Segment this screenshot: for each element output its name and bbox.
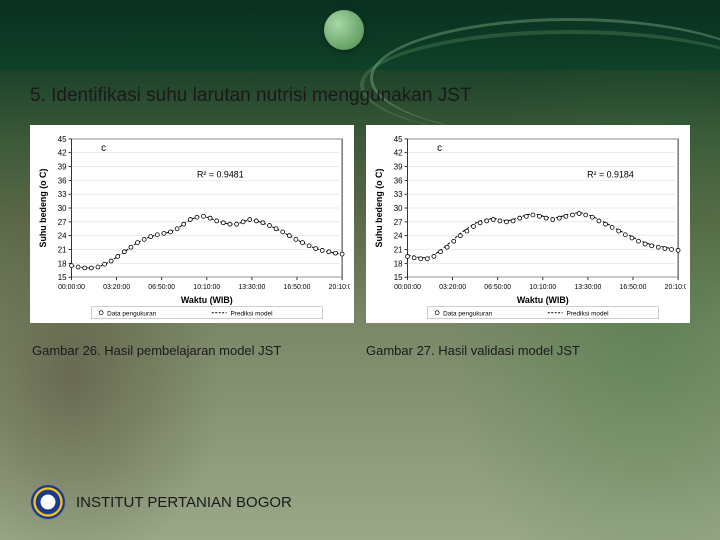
svg-text:27: 27 — [58, 218, 67, 227]
chart-left-svg: 15 18 21 24 27 30 33 36 39 42 45 00:00:00 03:20:00 06… — [34, 131, 350, 319]
svg-text:Waktu (WIB): Waktu (WIB) — [517, 295, 569, 305]
section-title: 5. Identifikasi suhu larutan nutrisi men… — [30, 85, 690, 107]
svg-text:21: 21 — [58, 245, 67, 254]
svg-text:Data pengukuran: Data pengukuran — [107, 311, 157, 318]
svg-text:Prediksi model: Prediksi model — [567, 311, 609, 318]
svg-text:18: 18 — [394, 259, 403, 268]
charts-row: 15 18 21 24 27 30 33 36 39 42 45 00:00:00 03:20:00 06… — [30, 125, 690, 323]
svg-text:42: 42 — [58, 149, 67, 158]
chart-right-caption: Gambar 27. Hasil validasi model JST — [366, 343, 690, 358]
svg-text:30: 30 — [394, 204, 403, 213]
chart-left-caption: Gambar 26. Hasil pembelajaran model JST — [32, 343, 354, 358]
svg-text:18: 18 — [58, 259, 67, 268]
svg-text:13:30:00: 13:30:00 — [238, 284, 265, 291]
svg-text:36: 36 — [394, 176, 403, 185]
svg-text:36: 36 — [58, 176, 67, 185]
svg-text:c: c — [437, 143, 442, 154]
svg-text:Suhu bedeng (o C): Suhu bedeng (o C) — [374, 169, 384, 248]
svg-text:20:10:00: 20:10:00 — [329, 284, 350, 291]
svg-text:21: 21 — [394, 245, 403, 254]
svg-text:Suhu bedeng (o C): Suhu bedeng (o C) — [38, 169, 48, 248]
slide-content: 5. Identifikasi suhu larutan nutrisi men… — [30, 85, 690, 358]
header-circle-decoration — [324, 10, 364, 50]
svg-text:15: 15 — [394, 273, 403, 282]
svg-text:33: 33 — [58, 190, 67, 199]
svg-text:00:00:00: 00:00:00 — [394, 284, 421, 291]
svg-text:03:20:00: 03:20:00 — [439, 284, 466, 291]
svg-text:R² = 0.9481: R² = 0.9481 — [197, 170, 244, 180]
ipb-logo-icon — [30, 484, 66, 520]
footer: INSTITUT PERTANIAN BOGOR — [30, 484, 292, 520]
svg-text:24: 24 — [394, 232, 403, 241]
svg-text:24: 24 — [58, 232, 67, 241]
svg-text:16:50:00: 16:50:00 — [620, 284, 647, 291]
svg-text:10:10:00: 10:10:00 — [193, 284, 220, 291]
svg-text:00:00:00: 00:00:00 — [58, 284, 85, 291]
svg-text:10:10:00: 10:10:00 — [529, 284, 556, 291]
svg-text:33: 33 — [394, 190, 403, 199]
svg-text:13:30:00: 13:30:00 — [574, 284, 601, 291]
svg-text:15: 15 — [58, 273, 67, 282]
svg-text:42: 42 — [394, 149, 403, 158]
svg-text:39: 39 — [58, 163, 67, 172]
svg-text:R² = 0.9184: R² = 0.9184 — [587, 170, 634, 180]
svg-text:Data pengukuran: Data pengukuran — [443, 311, 493, 318]
chart-right-panel: 15 18 21 24 27 30 33 36 39 42 45 00:00:00 03:20:00 06… — [366, 125, 690, 323]
svg-text:Waktu (WIB): Waktu (WIB) — [181, 295, 233, 305]
svg-text:45: 45 — [58, 135, 67, 144]
svg-text:30: 30 — [58, 204, 67, 213]
svg-text:06:50:00: 06:50:00 — [484, 284, 511, 291]
svg-text:45: 45 — [394, 135, 403, 144]
svg-text:39: 39 — [394, 163, 403, 172]
chart-left-panel: 15 18 21 24 27 30 33 36 39 42 45 00:00:00 03:20:00 06… — [30, 125, 354, 323]
svg-text:27: 27 — [394, 218, 403, 227]
svg-text:Prediksi model: Prediksi model — [231, 311, 273, 318]
captions-row: Gambar 26. Hasil pembelajaran model JST … — [30, 323, 690, 358]
svg-text:03:20:00: 03:20:00 — [103, 284, 130, 291]
footer-institution: INSTITUT PERTANIAN BOGOR — [76, 494, 292, 511]
svg-text:16:50:00: 16:50:00 — [284, 284, 311, 291]
svg-text:20:10:00: 20:10:00 — [665, 284, 686, 291]
svg-text:06:50:00: 06:50:00 — [148, 284, 175, 291]
chart-right-svg: 15 18 21 24 27 30 33 36 39 42 45 00:00:00 03:20:00 06… — [370, 131, 686, 319]
svg-text:c: c — [101, 143, 106, 154]
